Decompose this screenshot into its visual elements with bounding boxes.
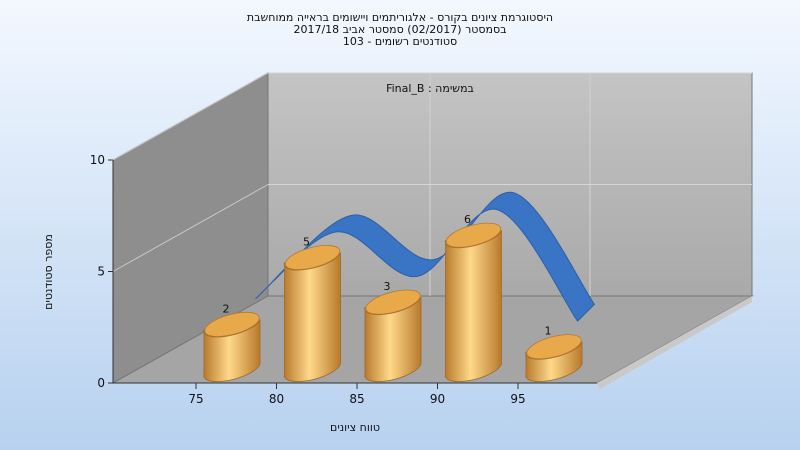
label-group: 2 5 3 6 1 (223, 213, 552, 338)
bar-cap (365, 289, 421, 315)
gridline-side (112, 184, 269, 272)
gridlines (112, 72, 752, 296)
x-tick-label: 80 (269, 392, 284, 406)
bar-cap (526, 334, 582, 360)
bar-body (525, 341, 583, 382)
bar-80 (283, 245, 341, 382)
chart-annotation: במשימה : Final_B (386, 82, 474, 95)
x-tick-label: 90 (430, 392, 445, 406)
chart-floor-edge (597, 296, 752, 389)
gridline-side (112, 72, 269, 161)
x-tick-label: 95 (510, 392, 525, 406)
bar-body (364, 296, 422, 382)
bar-body (283, 252, 341, 382)
chart-title-line-1: היסטוגרמת ציונים בקורס - אלגוריתמים וייש… (246, 11, 554, 24)
chart-title-line-3: סטודנטים רשומים - 103 (342, 35, 458, 48)
bar-body (203, 319, 261, 382)
bar-cap (284, 245, 341, 270)
y-axis-title: מספר סטודנטים (42, 234, 55, 310)
x-axis-title: טווח ציונים (330, 421, 380, 434)
bar-group (203, 222, 583, 382)
bar-95 (525, 334, 583, 382)
bar-value-label: 6 (464, 213, 471, 226)
y-tick-label: 0 (97, 376, 105, 390)
bar-value-label: 1 (545, 325, 552, 338)
series-line-ribbon (255, 191, 596, 322)
bar-value-label: 5 (303, 236, 310, 249)
x-tick-label: 75 (188, 392, 203, 406)
bar-value-label: 3 (384, 280, 391, 293)
bar-75 (203, 311, 261, 382)
y-tick-label: 10 (90, 153, 105, 167)
bar-cap (445, 222, 502, 248)
bar-85 (364, 289, 422, 382)
y-tick-label: 5 (97, 265, 105, 279)
bar-body (444, 230, 502, 382)
bar-cap (204, 311, 260, 337)
bar-value-label: 2 (223, 302, 230, 315)
chart-title-line-2: בסמסטר (02/2017) סמסטר אביב 2017/18 (293, 23, 507, 36)
series-line-group (255, 191, 596, 322)
bar-90 (444, 222, 502, 382)
x-tick-label: 85 (349, 392, 364, 406)
